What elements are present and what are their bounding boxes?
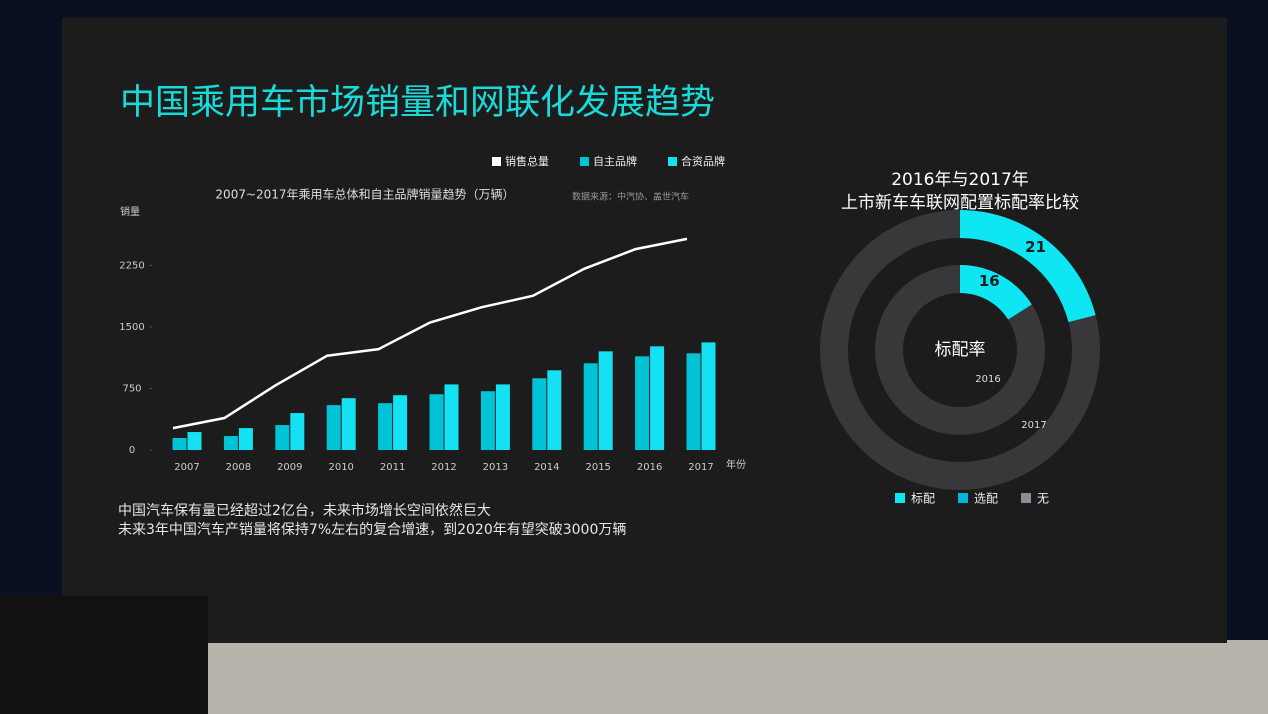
bar xyxy=(378,403,393,450)
bar xyxy=(223,436,238,450)
legend-swatch xyxy=(895,493,905,503)
x-tick-label: 2014 xyxy=(534,462,559,473)
bar xyxy=(495,384,510,450)
bar xyxy=(686,353,701,450)
x-tick-label: 2016 xyxy=(637,462,662,473)
y-tick-label: 750 xyxy=(122,384,141,395)
bar xyxy=(650,346,665,450)
y-tick-label: 1500 xyxy=(119,322,144,333)
bar xyxy=(238,428,253,450)
legend-label: 无 xyxy=(1037,492,1049,506)
value-label: 21 xyxy=(1025,238,1046,256)
bar xyxy=(480,391,495,450)
value-label: 16 xyxy=(979,272,1000,290)
bar xyxy=(598,351,613,450)
legend-swatch xyxy=(492,157,501,166)
bar xyxy=(701,342,716,450)
chart-title: 上市新车车联网配置标配率比较 xyxy=(841,193,1079,213)
bar xyxy=(290,413,305,450)
bar xyxy=(583,363,598,450)
x-tick-label: 2011 xyxy=(380,462,405,473)
legend-label: 选配 xyxy=(974,492,998,506)
x-tick-label: 2009 xyxy=(277,462,302,473)
bar xyxy=(635,356,650,450)
bar xyxy=(275,425,290,450)
source: 数据来源：中汽协、盖世汽车 xyxy=(572,191,689,203)
ring-label: 2016 xyxy=(975,374,1000,385)
legend-swatch xyxy=(580,157,589,166)
bar xyxy=(444,384,459,450)
arc xyxy=(960,265,1032,320)
y-tick-label: 2250 xyxy=(119,261,144,272)
bar xyxy=(341,398,356,450)
legend-label: 合资品牌 xyxy=(681,154,725,168)
chart-title: 2007~2017年乘用车总体和自主品牌销量趋势（万辆） xyxy=(215,187,514,202)
arc xyxy=(960,210,1096,323)
x-tick-label: 2012 xyxy=(431,462,456,473)
bar xyxy=(326,405,341,450)
line xyxy=(172,237,688,430)
x-tick-label: 2010 xyxy=(328,462,353,473)
x-tick-label: 2017 xyxy=(688,462,713,473)
x-tick-label: 2008 xyxy=(226,462,251,473)
legend-swatch xyxy=(668,157,677,166)
bar xyxy=(532,378,547,450)
sales-chart: 2007~2017年乘用车总体和自主品牌销量趋势（万辆） 数据来源：中汽协、盖世… xyxy=(119,154,746,473)
ring-label: 2017 xyxy=(1021,420,1046,431)
slide-title: 中国乘用车市场销量和网联化发展趋势 xyxy=(120,83,715,123)
screen xyxy=(62,18,1227,643)
bar xyxy=(393,395,408,450)
x-tick-label: 2015 xyxy=(585,462,610,473)
chart-title: 2016年与2017年 xyxy=(891,170,1029,190)
bar xyxy=(187,432,202,450)
x-tick-label: 2013 xyxy=(483,462,508,473)
legend-swatch xyxy=(958,493,968,503)
speaker xyxy=(0,596,208,714)
legend-label: 标配 xyxy=(911,492,935,506)
legend-label: 自主品牌 xyxy=(593,154,637,168)
bar xyxy=(547,370,562,450)
radial-chart: 2016年与2017年 上市新车车联网配置标配率比较 标配率 16 2016 21 2… xyxy=(820,170,1100,506)
y-tick-label: 0 xyxy=(129,445,135,456)
x-tick-label: 2007 xyxy=(174,462,199,473)
center-label: 标配率 xyxy=(935,340,986,360)
note: 中国汽车保有量已经超过2亿台，未来市场增长空间依然巨大 xyxy=(118,502,491,519)
x-axis-label: 年份 xyxy=(726,458,746,471)
legend-swatch xyxy=(1021,493,1031,503)
bar xyxy=(429,394,444,450)
y-axis-label: 销量 xyxy=(120,205,140,218)
legend-label: 销售总量 xyxy=(505,154,549,168)
stage-floor xyxy=(0,640,1268,714)
note: 未来3年中国汽车产销量将保持7%左右的复合增速，到2020年有望突破3000万辆 xyxy=(118,521,626,538)
bar xyxy=(172,438,187,450)
